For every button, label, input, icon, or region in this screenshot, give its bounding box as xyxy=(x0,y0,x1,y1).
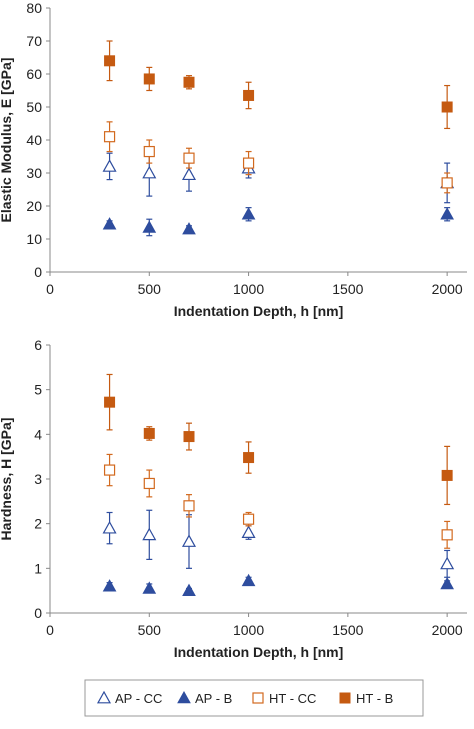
y-axis-label: Hardness, H [GPa] xyxy=(0,418,14,541)
y-tick-label: 20 xyxy=(26,198,42,214)
legend: AP - CC AP - B HT - CC HT - B xyxy=(84,679,424,717)
data-point xyxy=(142,581,157,594)
data-point xyxy=(102,579,117,592)
x-tick-label: 1500 xyxy=(332,281,363,297)
data-point xyxy=(440,576,454,590)
y-tick-label: 1 xyxy=(34,560,42,576)
series-ht-b xyxy=(104,40,453,130)
legend-label: HT - B xyxy=(356,691,393,706)
legend-marker xyxy=(96,690,112,704)
data-point xyxy=(181,534,197,547)
data-point xyxy=(143,427,155,439)
data-point xyxy=(181,167,197,181)
data-point xyxy=(441,177,453,189)
data-point xyxy=(243,452,255,464)
legend-marker xyxy=(177,690,191,704)
y-tick-label: 6 xyxy=(34,337,42,353)
data-point xyxy=(241,525,256,539)
data-point xyxy=(440,207,454,220)
legend-marker xyxy=(252,692,264,704)
x-tick-label: 0 xyxy=(46,622,54,638)
legend-item: HT - CC xyxy=(252,691,316,706)
data-point xyxy=(183,500,195,512)
x-tick-label: 2000 xyxy=(432,622,463,638)
x-axis-label: Indentation Depth, h [nm] xyxy=(174,303,344,319)
data-point xyxy=(104,55,116,67)
elastic-modulus-chart: 0 10 20 30 40 50 60 70 80 0 500 1000 1500 2000 Indenta… xyxy=(0,0,467,319)
y-tick-label: 0 xyxy=(34,605,42,621)
data-point xyxy=(182,222,196,235)
x-tick-label: 500 xyxy=(138,622,162,638)
y-tick-label: 60 xyxy=(26,66,42,82)
data-point xyxy=(102,217,117,230)
legend-label: AP - B xyxy=(195,691,232,706)
data-point xyxy=(143,73,155,85)
series-ap-b xyxy=(102,573,454,596)
x-tick-label: 1500 xyxy=(332,622,363,638)
data-point xyxy=(143,145,155,158)
series-ht-cc xyxy=(103,121,453,194)
y-tick-label: 5 xyxy=(34,382,42,398)
data-point xyxy=(441,469,453,481)
data-point xyxy=(441,101,453,113)
legend-item: HT - B xyxy=(339,691,393,706)
x-axis-label: Indentation Depth, h [nm] xyxy=(174,644,344,660)
data-point xyxy=(142,220,157,233)
data-point xyxy=(102,159,117,172)
data-point xyxy=(183,431,195,443)
y-axis-label: Elastic Modulus, E [GPa] xyxy=(0,58,14,223)
data-point xyxy=(183,76,195,88)
series-ap-b xyxy=(102,207,454,237)
y-tick-label: 80 xyxy=(26,0,42,16)
data-point xyxy=(242,513,255,525)
data-point xyxy=(441,529,453,541)
x-tick-label: 500 xyxy=(138,281,162,297)
data-point xyxy=(142,527,157,541)
data-point xyxy=(143,477,155,490)
legend-box xyxy=(84,679,424,717)
x-tick-label: 1000 xyxy=(233,281,264,297)
y-tick-label: 40 xyxy=(26,132,42,148)
y-tick-label: 2 xyxy=(34,516,42,532)
series-ap-cc xyxy=(102,149,455,204)
data-point xyxy=(142,165,157,179)
y-tick-label: 50 xyxy=(26,99,42,115)
legend-label: AP - CC xyxy=(115,691,162,706)
legend-item: AP - CC xyxy=(96,690,162,706)
y-tick-label: 30 xyxy=(26,165,42,181)
data-point xyxy=(241,207,256,220)
data-point xyxy=(104,396,116,408)
data-point xyxy=(182,583,196,596)
series-ap-cc xyxy=(102,509,455,578)
data-point xyxy=(242,157,255,169)
data-point xyxy=(440,556,455,570)
legend-marker xyxy=(339,692,351,704)
legend-label: HT - CC xyxy=(269,691,316,706)
x-tick-label: 2000 xyxy=(432,281,463,297)
y-tick-label: 10 xyxy=(26,231,42,247)
data-point xyxy=(102,520,117,534)
y-tick-label: 0 xyxy=(34,264,42,280)
data-point xyxy=(103,131,116,143)
legend-item: AP - B xyxy=(177,690,232,706)
data-point xyxy=(243,89,255,101)
y-tick-label: 70 xyxy=(26,33,42,49)
hardness-chart: 0 1 2 3 4 5 6 0 500 1000 1500 2000 Indentation Depth… xyxy=(0,337,467,660)
x-tick-label: 1000 xyxy=(233,622,264,638)
data-point xyxy=(183,152,195,164)
series-ht-b xyxy=(104,373,453,506)
y-tick-label: 4 xyxy=(34,426,42,442)
series-ht-cc xyxy=(103,453,453,549)
x-tick-label: 0 xyxy=(46,281,54,297)
y-tick-label: 3 xyxy=(34,471,42,487)
data-point xyxy=(241,573,256,587)
data-point xyxy=(103,464,116,476)
